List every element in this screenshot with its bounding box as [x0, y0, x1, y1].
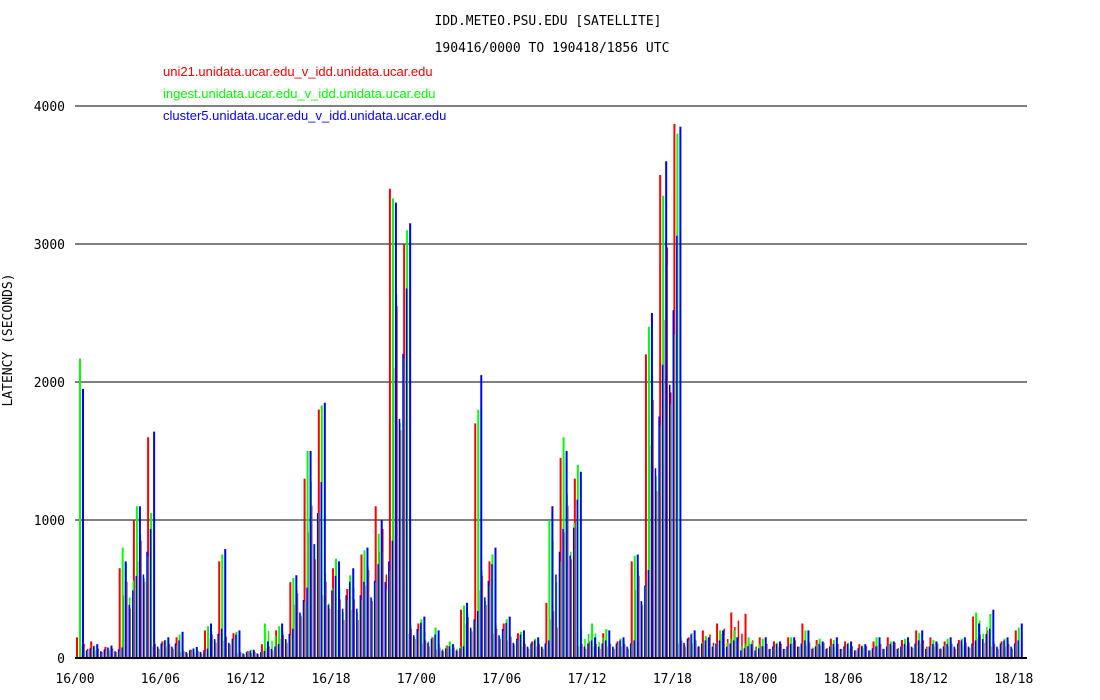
x-tick-label: 18/06: [824, 672, 863, 687]
x-tick-label: 18/00: [738, 672, 777, 687]
x-tick-label: 17/12: [567, 672, 606, 687]
x-tick-label: 16/12: [226, 672, 265, 687]
y-tick-label: 0: [57, 652, 65, 667]
legend-entry: ingest.unidata.ucar.edu_v_idd.unidata.uc…: [163, 86, 436, 101]
x-tick-label: 16/18: [311, 672, 350, 687]
legend-entry: uni21.unidata.ucar.edu_v_idd.unidata.uca…: [163, 64, 433, 79]
x-tick-label: 16/00: [55, 672, 94, 687]
y-tick-label: 4000: [34, 100, 65, 115]
x-tick-label: 17/00: [397, 672, 436, 687]
y-tick-label: 2000: [34, 376, 65, 391]
series-0: [76, 123, 1017, 658]
series-1: [79, 133, 1020, 658]
y-axis-label: LATENCY (SECONDS): [1, 273, 16, 406]
x-tick-label: 18/18: [994, 672, 1033, 687]
y-tick-label: 1000: [34, 514, 65, 529]
y-tick-label: 3000: [34, 238, 65, 253]
x-tick-label: 17/18: [653, 672, 692, 687]
x-tick-label: 17/06: [482, 672, 521, 687]
x-tick-label: 18/12: [909, 672, 948, 687]
chart-title: IDD.METEO.PSU.EDU [SATELLITE]: [435, 14, 662, 29]
chart-subtitle: 190416/0000 TO 190418/1856 UTC: [435, 41, 670, 56]
series-2: [82, 126, 1023, 658]
legend-entry: cluster5.unidata.ucar.edu_v_idd.unidata.…: [163, 108, 446, 123]
x-tick-label: 16/06: [141, 672, 180, 687]
